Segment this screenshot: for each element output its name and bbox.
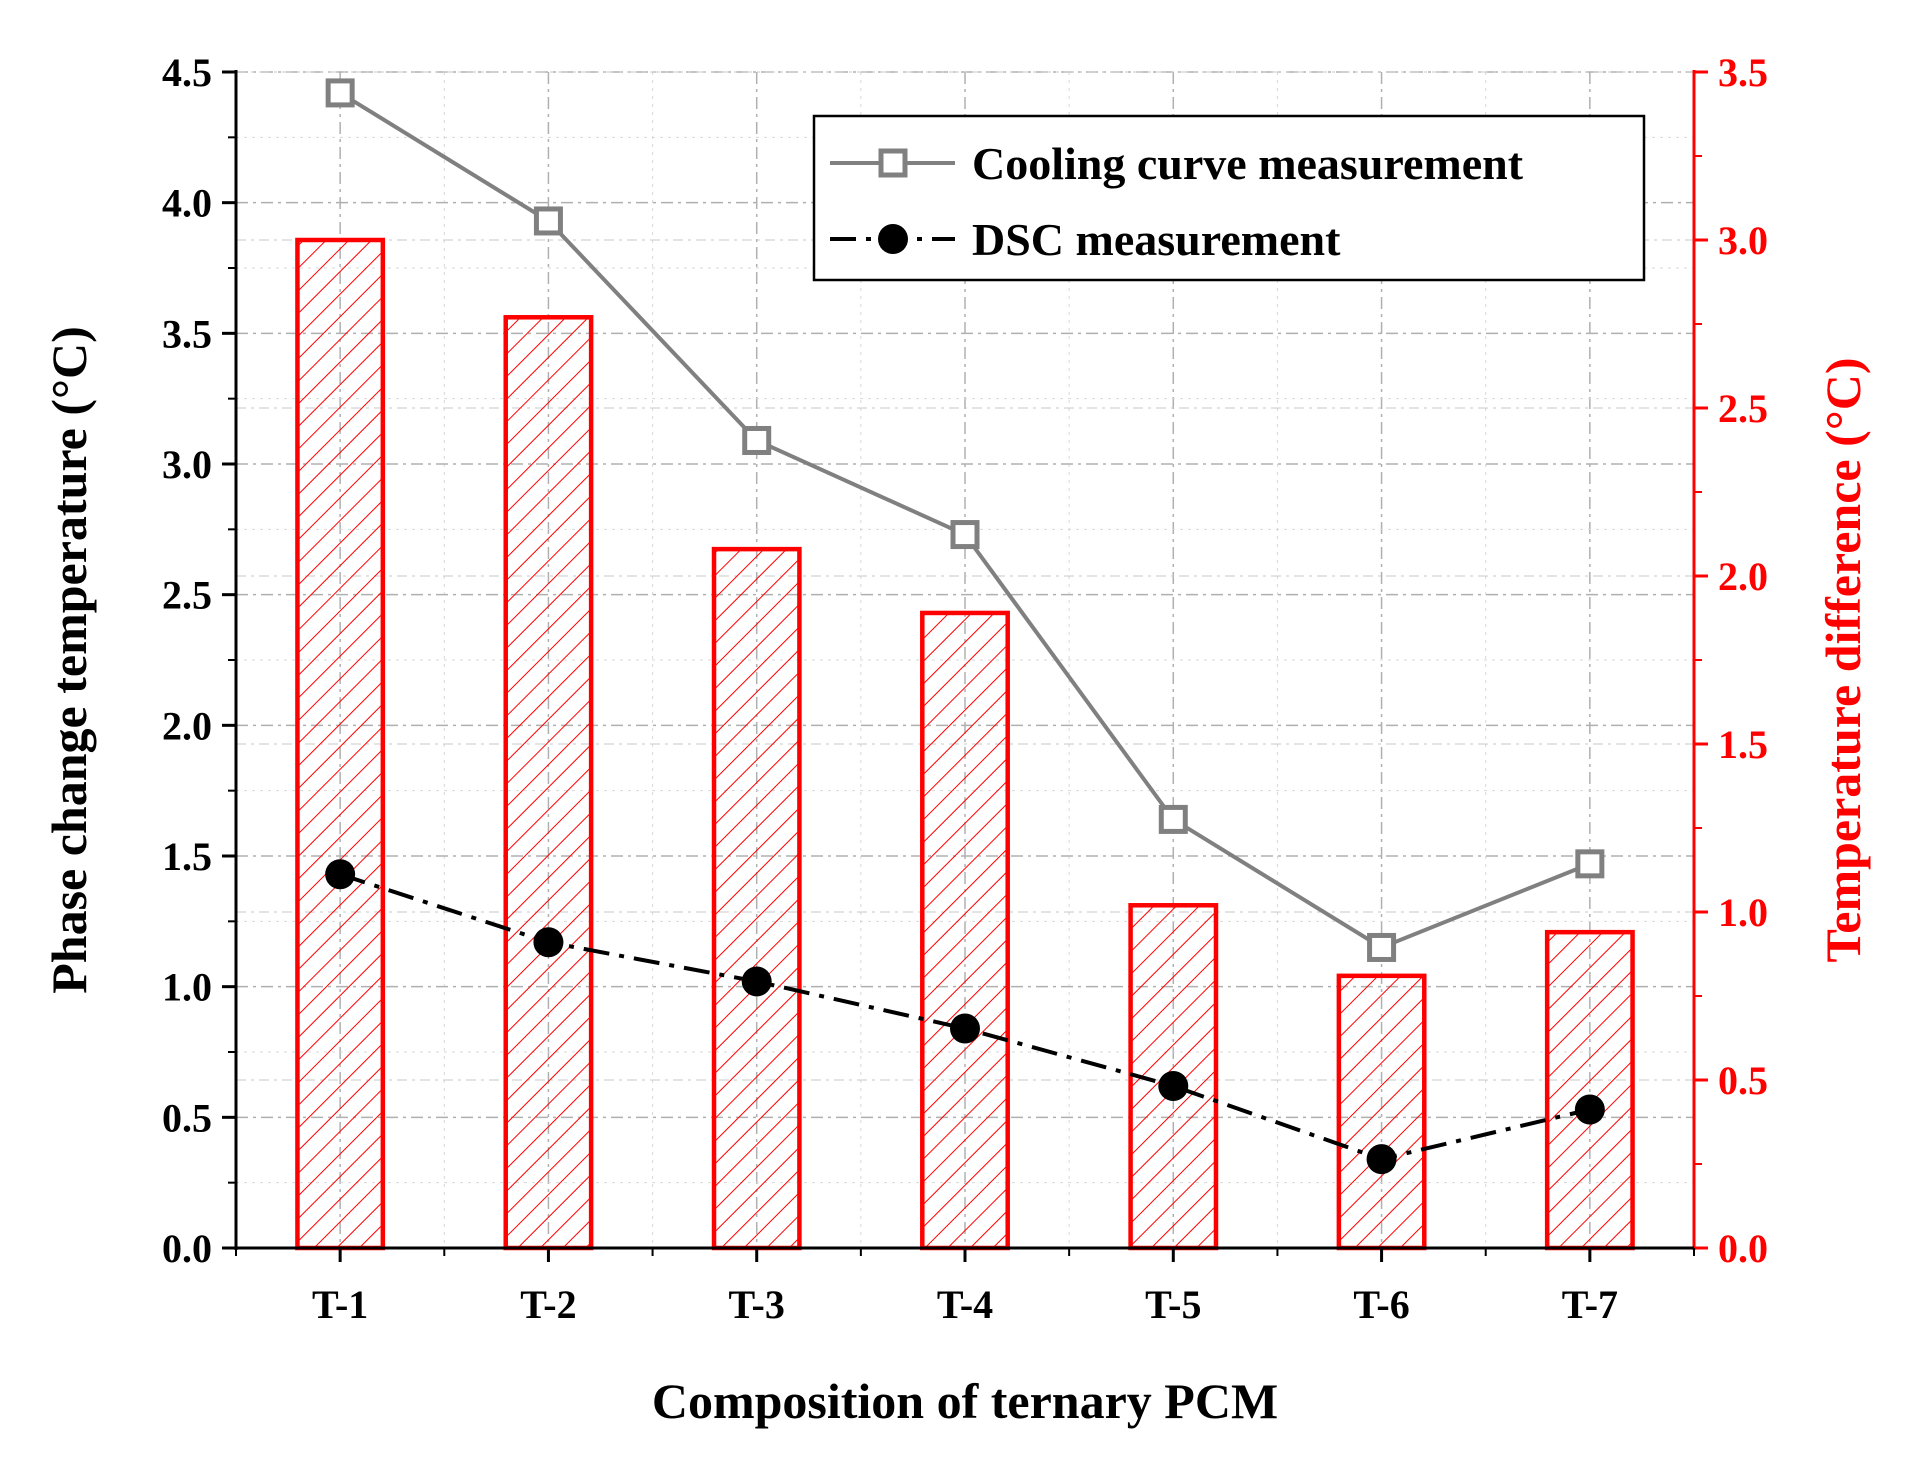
cooling-point	[950, 520, 980, 550]
cooling-point	[1367, 932, 1397, 962]
y-right-tick-label: 3.5	[1718, 50, 1768, 95]
y-right-tick-label: 1.0	[1718, 890, 1768, 935]
cooling-point	[533, 206, 563, 236]
x-tick-label: T-3	[729, 1282, 785, 1327]
legend-cooling-label: Cooling curve measurement	[972, 138, 1524, 189]
y-right-tick-label: 3.0	[1718, 218, 1768, 263]
y-right-tick-label: 2.5	[1718, 386, 1768, 431]
cooling-point	[1158, 804, 1188, 834]
x-tick-label: T-2	[520, 1282, 576, 1327]
y-right-tick-label: 2.0	[1718, 554, 1768, 599]
legend-box	[812, 114, 1646, 282]
bar	[711, 546, 802, 1251]
bar	[920, 610, 1010, 1251]
x-axis-title: Composition of ternary PCM	[652, 1373, 1278, 1429]
cooling-point	[1575, 849, 1605, 879]
y-tick-label: 4.5	[162, 50, 212, 95]
y-right-tick-label: 0.5	[1718, 1058, 1768, 1103]
x-tick-label: T-1	[312, 1282, 368, 1327]
y-tick-label: 1.0	[162, 965, 212, 1010]
bar	[503, 315, 594, 1251]
y-axis-right-title: Temperature difference (°C)	[1815, 357, 1871, 962]
x-tick-label: T-4	[937, 1282, 993, 1327]
cooling-point	[325, 78, 355, 108]
y-tick-label: 0.0	[162, 1226, 212, 1271]
y-tick-label: 3.0	[162, 442, 212, 487]
bar	[1336, 973, 1427, 1251]
y-right-tick-label: 1.5	[1718, 722, 1768, 767]
y-tick-label: 2.0	[162, 703, 212, 748]
x-tick-label: T-5	[1145, 1282, 1201, 1327]
series-markers	[325, 78, 1605, 1175]
cooling-point	[742, 425, 772, 455]
dsc-point	[950, 1013, 980, 1044]
x-tick-label: T-6	[1353, 1282, 1409, 1327]
dsc-point	[1366, 1144, 1397, 1175]
legend-dsc-label: DSC measurement	[972, 214, 1341, 265]
y-tick-label: 2.5	[162, 573, 212, 618]
legend: Cooling curve measurement DSC measuremen…	[812, 114, 1646, 282]
bar	[295, 237, 386, 1251]
dsc-point	[533, 927, 564, 958]
legend-dsc-marker	[878, 224, 908, 254]
y-tick-label: 4.0	[162, 181, 212, 226]
legend-cooling-marker	[878, 148, 908, 178]
bars	[295, 237, 1635, 1251]
y-tick-label: 3.5	[162, 311, 212, 356]
y-axis-title: Phase change temperature (°C)	[41, 326, 97, 994]
dsc-point	[325, 859, 356, 890]
dsc-point	[741, 966, 772, 997]
axes: 0.0 0.5 1.0 1.5 2.0 2.5 3.0 3.5 4.0 4.5 0.0 0.5 1.0 1…	[162, 50, 1768, 1327]
bar	[1544, 929, 1635, 1251]
y-right-tick-label: 0.0	[1718, 1226, 1768, 1271]
x-tick-label: T-7	[1562, 1282, 1618, 1327]
y-tick-label: 1.5	[162, 834, 212, 879]
y-tick-label: 0.5	[162, 1095, 212, 1140]
dsc-point	[1574, 1094, 1605, 1125]
dsc-point	[1158, 1070, 1189, 1101]
